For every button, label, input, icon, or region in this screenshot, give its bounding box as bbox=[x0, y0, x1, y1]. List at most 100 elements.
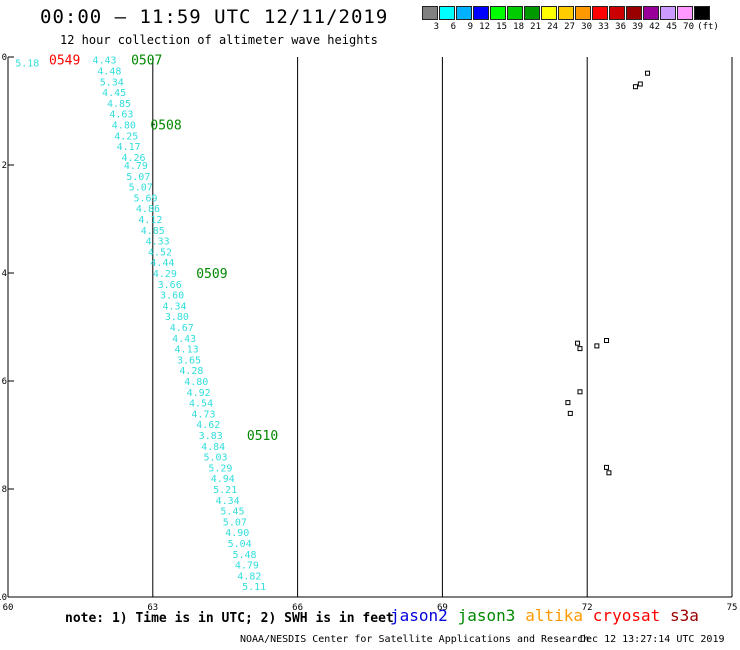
footer-timestamp: Dec 12 13:27:14 UTC 2019 bbox=[580, 634, 725, 645]
legend-swatch bbox=[626, 6, 642, 20]
wave-height-value: 5.45 bbox=[220, 507, 244, 518]
wave-height-value: 5.04 bbox=[228, 539, 252, 550]
footer-note: note: 1) Time is in UTC; 2) SWH is in fe… bbox=[65, 611, 394, 626]
wave-height-value: 3.80 bbox=[165, 312, 189, 323]
wave-height-value: 4.73 bbox=[191, 409, 215, 420]
legend-swatch bbox=[524, 6, 540, 20]
legend-swatch bbox=[643, 6, 659, 20]
wave-height-value: 3.60 bbox=[160, 291, 184, 302]
legend-label: (ft) bbox=[697, 22, 719, 32]
wave-height-value: 4.48 bbox=[97, 67, 121, 78]
x-tick-label: 69 bbox=[437, 603, 448, 613]
island-outline bbox=[632, 84, 638, 90]
wave-height-value: 4.62 bbox=[196, 420, 220, 431]
footer-credit: NOAA/NESDIS Center for Satellite Applica… bbox=[240, 634, 590, 645]
wave-height-value: 5.07 bbox=[223, 517, 247, 528]
wave-height-value: 4.26 bbox=[121, 153, 145, 164]
wave-height-value: 4.86 bbox=[136, 204, 160, 215]
island-outline bbox=[577, 346, 583, 352]
island-outline bbox=[594, 343, 600, 349]
island-outline bbox=[637, 81, 643, 87]
y-tick-label: -2 bbox=[0, 161, 7, 171]
legend-swatch bbox=[507, 6, 523, 20]
legend-label: 24 bbox=[547, 22, 558, 32]
wave-height-value: 3.65 bbox=[177, 355, 201, 366]
wave-height-value: 4.17 bbox=[117, 142, 141, 153]
wave-height-value: 4.43 bbox=[92, 56, 116, 67]
legend-swatch bbox=[456, 6, 472, 20]
legend-label: 45 bbox=[666, 22, 677, 32]
legend-label: 36 bbox=[615, 22, 626, 32]
wave-height-value: 5.21 bbox=[213, 485, 237, 496]
island-outline bbox=[606, 470, 612, 476]
wave-height-value: 4.29 bbox=[153, 269, 177, 280]
wave-height-value: 4.54 bbox=[189, 399, 213, 410]
wave-height-value: 4.13 bbox=[175, 345, 199, 356]
wave-height-value: 4.82 bbox=[237, 571, 261, 582]
y-tick-label: -10 bbox=[0, 593, 7, 603]
wave-height-value: 4.84 bbox=[201, 442, 225, 453]
wave-height-value: 4.25 bbox=[114, 131, 138, 142]
legend-label: 33 bbox=[598, 22, 609, 32]
wave-height-value: 4.94 bbox=[211, 474, 235, 485]
y-tick-label: -6 bbox=[0, 377, 7, 387]
legend-swatch bbox=[473, 6, 489, 20]
legend-label: 3 bbox=[433, 22, 439, 32]
wave-height-value: 4.52 bbox=[148, 247, 172, 258]
island-outline bbox=[565, 400, 571, 406]
wave-height-value: 4.33 bbox=[146, 237, 170, 248]
legend-label: 18 bbox=[513, 22, 524, 32]
color-legend bbox=[422, 6, 711, 20]
wave-height-value: 5.69 bbox=[134, 193, 158, 204]
wave-height-value: 3.83 bbox=[199, 431, 223, 442]
pass-time-label: 0549 bbox=[49, 54, 80, 69]
y-tick-label: -8 bbox=[0, 485, 7, 495]
satellite-cryosat: cryosat bbox=[592, 606, 661, 625]
island-outline bbox=[567, 410, 573, 416]
x-tick-label: 75 bbox=[727, 603, 738, 613]
x-tick-label: 60 bbox=[3, 603, 14, 613]
legend-swatch bbox=[609, 6, 625, 20]
satellite-jason3: jason3 bbox=[457, 606, 516, 625]
chart-subtitle: 12 hour collection of altimeter wave hei… bbox=[60, 33, 378, 47]
pass-time-label: 0510 bbox=[247, 429, 278, 444]
island-outline bbox=[575, 340, 581, 346]
wave-height-value: 4.34 bbox=[216, 496, 240, 507]
island-outline bbox=[577, 389, 583, 395]
legend-swatch bbox=[558, 6, 574, 20]
legend-swatch bbox=[660, 6, 676, 20]
wave-height-value: 5.29 bbox=[208, 463, 232, 474]
wave-height-value: 4.63 bbox=[109, 110, 133, 121]
wave-height-value: 4.79 bbox=[124, 161, 148, 172]
legend-label: 42 bbox=[649, 22, 660, 32]
legend-swatch bbox=[575, 6, 591, 20]
wave-height-value: 5.07 bbox=[126, 172, 150, 183]
wave-height-value: 4.43 bbox=[172, 334, 196, 345]
legend-label: 30 bbox=[581, 22, 592, 32]
legend-label: 9 bbox=[467, 22, 473, 32]
color-legend-labels: 3 6 9 12 15 18 21 24 27 30 33 36 39 42 45 70 (ft) bbox=[422, 22, 722, 32]
island-outline bbox=[604, 464, 610, 470]
y-tick-label: 0 bbox=[2, 53, 7, 63]
x-tick-label: 66 bbox=[292, 603, 303, 613]
legend-label: 12 bbox=[479, 22, 490, 32]
legend-swatch bbox=[694, 6, 710, 20]
wave-height-value: 3.66 bbox=[158, 280, 182, 291]
wave-height-value: 4.28 bbox=[179, 366, 203, 377]
legend-swatch bbox=[541, 6, 557, 20]
legend-label: 21 bbox=[530, 22, 541, 32]
legend-swatch bbox=[490, 6, 506, 20]
pass-time-label: 0507 bbox=[131, 54, 162, 69]
pass-time-label: 0508 bbox=[150, 119, 181, 134]
wave-height-value: 4.45 bbox=[102, 88, 126, 99]
satellite-s3a: s3a bbox=[670, 606, 699, 625]
legend-label: 70 bbox=[683, 22, 694, 32]
chart-title: 00:00 – 11:59 UTC 12/11/2019 bbox=[40, 6, 389, 28]
wave-height-value: 5.34 bbox=[100, 77, 124, 88]
legend-label: 15 bbox=[496, 22, 507, 32]
island-outline bbox=[645, 70, 651, 76]
wave-height-value: 5.11 bbox=[242, 582, 266, 593]
wave-height-value: 4.92 bbox=[187, 388, 211, 399]
island-outline bbox=[604, 338, 610, 343]
